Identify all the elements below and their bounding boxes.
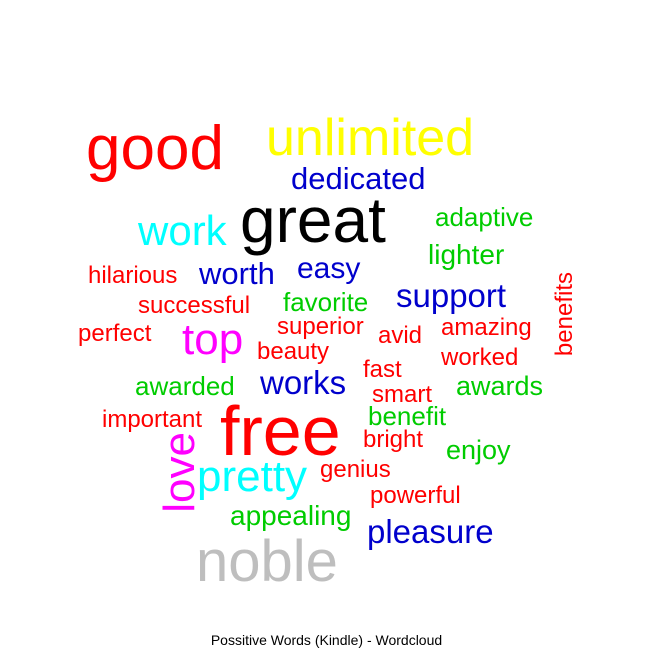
word-perfect: perfect <box>78 320 152 347</box>
word-awards: awards <box>456 371 544 401</box>
word-great: great <box>240 184 386 256</box>
word-noble: noble <box>196 529 338 594</box>
word-pleasure: pleasure <box>367 513 494 550</box>
word-support: support <box>396 277 507 314</box>
word-awarded: awarded <box>135 371 235 401</box>
word-worked: worked <box>441 344 519 371</box>
word-favorite: favorite <box>283 287 369 317</box>
word-adaptive: adaptive <box>435 202 534 232</box>
word-powerful: powerful <box>370 482 461 509</box>
word-successful: successful <box>138 292 251 319</box>
word-beauty: beauty <box>257 338 330 365</box>
word-lighter: lighter <box>428 239 505 270</box>
chart-title: Possitive Words (Kindle) - Wordcloud <box>210 632 443 648</box>
word-love: love <box>155 432 204 513</box>
word-smart: smart <box>372 381 432 408</box>
word-benefit: benefit <box>368 401 447 431</box>
word-dedicated: dedicated <box>291 161 426 196</box>
word-works: works <box>260 364 347 401</box>
word-appealing: appealing <box>230 500 352 531</box>
word-easy: easy <box>297 252 361 285</box>
word-amazing: amazing <box>441 314 532 341</box>
word-avid: avid <box>378 322 423 349</box>
word-fast: fast <box>363 356 402 383</box>
word-important: important <box>102 406 203 433</box>
word-good: good <box>86 114 224 183</box>
word-bright: bright <box>363 426 424 453</box>
word-worth: worth <box>199 256 275 291</box>
word-benefits: benefits <box>551 272 578 357</box>
word-top: top <box>182 315 244 364</box>
word-free: free <box>220 392 341 470</box>
word-hilarious: hilarious <box>88 262 178 289</box>
word-enjoy: enjoy <box>446 435 511 465</box>
word-work: work <box>138 207 227 254</box>
word-unlimited: unlimited <box>266 109 475 167</box>
word-superior: superior <box>277 313 364 340</box>
word-genius: genius <box>320 456 391 483</box>
word-pretty: pretty <box>197 452 308 501</box>
